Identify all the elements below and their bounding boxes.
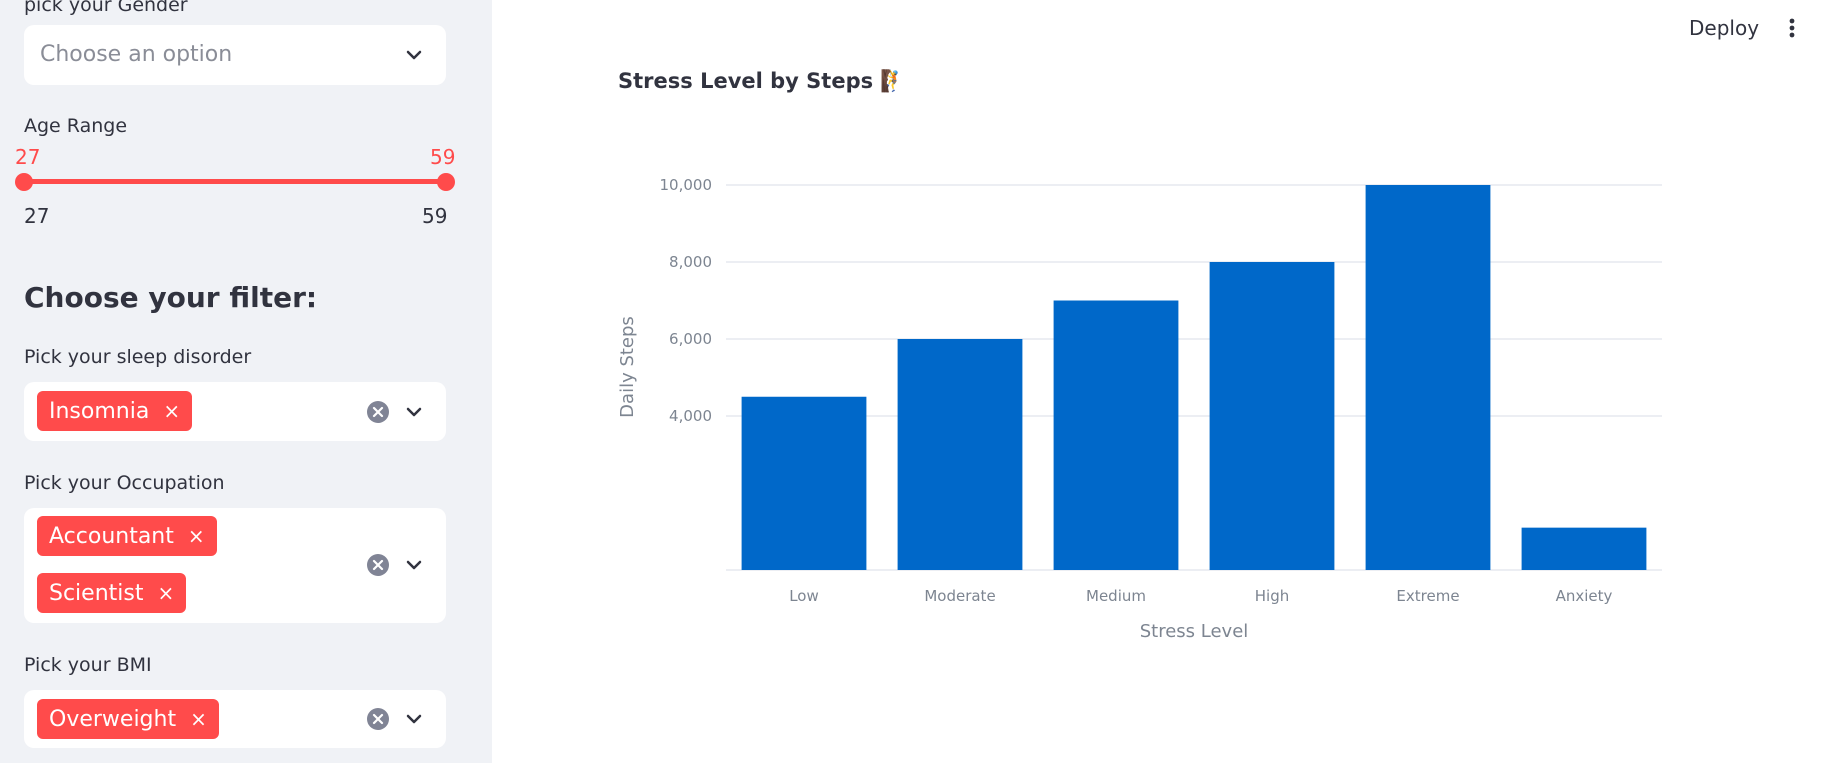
tag-remove-icon[interactable]: × xyxy=(157,581,175,605)
chart-title: Stress Level by Steps 🧗 xyxy=(618,69,907,93)
age-range-label: Age Range xyxy=(24,115,128,137)
tag-overweight[interactable]: Overweight × xyxy=(37,699,219,739)
sidebar: pick your Gender Choose an option Age Ra… xyxy=(0,0,492,763)
y-axis-title: Daily Steps xyxy=(617,316,638,418)
clear-icon[interactable] xyxy=(366,553,390,577)
gender-placeholder: Choose an option xyxy=(40,42,233,67)
clear-icon[interactable] xyxy=(366,707,390,731)
tag-label: Overweight xyxy=(49,706,177,732)
tag-accountant[interactable]: Accountant × xyxy=(37,516,217,556)
chevron-down-icon[interactable] xyxy=(404,555,424,575)
bar-extreme[interactable] xyxy=(1365,185,1491,570)
tag-label: Scientist xyxy=(49,580,144,606)
occupation-label: Pick your Occupation xyxy=(24,472,225,494)
y-tick-label: 4,000 xyxy=(669,407,712,425)
tag-remove-icon[interactable]: × xyxy=(187,524,205,548)
chevron-down-icon[interactable] xyxy=(404,45,424,65)
sleep-disorder-label: Pick your sleep disorder xyxy=(24,346,252,368)
tag-remove-icon[interactable]: × xyxy=(190,707,207,731)
x-tick-label: High xyxy=(1255,587,1289,605)
bar-medium[interactable] xyxy=(1053,300,1179,571)
gender-select[interactable]: Choose an option xyxy=(24,25,446,85)
age-slider-max-value: 59 xyxy=(430,145,456,169)
more-menu-icon[interactable] xyxy=(1780,16,1804,40)
tag-label: Insomnia xyxy=(49,398,150,424)
age-slider-min-thumb[interactable] xyxy=(15,173,33,191)
x-tick-label: Extreme xyxy=(1396,587,1459,605)
gender-label: pick your Gender xyxy=(24,0,188,16)
tag-scientist[interactable]: Scientist × xyxy=(37,573,187,613)
age-slider-track[interactable] xyxy=(24,179,446,184)
filter-heading: Choose your filter: xyxy=(24,281,318,314)
age-slider-min-value: 27 xyxy=(15,145,41,169)
y-tick-label: 8,000 xyxy=(669,253,712,271)
x-tick-label: Low xyxy=(789,587,819,605)
bar-low[interactable] xyxy=(741,396,867,570)
age-range-min-label: 27 xyxy=(24,204,50,228)
x-axis-title: Stress Level xyxy=(1140,621,1249,642)
deploy-button[interactable]: Deploy xyxy=(1689,16,1760,40)
bar-moderate[interactable] xyxy=(897,339,1023,570)
sleep-disorder-select[interactable]: Insomnia × xyxy=(24,382,446,441)
y-tick-label: 10,000 xyxy=(660,176,713,194)
clear-icon[interactable] xyxy=(366,400,390,424)
x-tick-label: Medium xyxy=(1086,587,1146,605)
chevron-down-icon[interactable] xyxy=(404,402,424,422)
age-slider-max-thumb[interactable] xyxy=(437,173,455,191)
bar-high[interactable] xyxy=(1209,262,1335,570)
x-tick-label: Moderate xyxy=(924,587,995,605)
age-range-max-label: 59 xyxy=(422,204,448,228)
bar-anxiety[interactable] xyxy=(1521,527,1647,570)
chart-labels: 4,000 6,000 8,000 10,000 Low Moderate Medium Hi… xyxy=(617,176,1613,642)
x-tick-label: Anxiety xyxy=(1556,587,1613,605)
bmi-label: Pick your BMI xyxy=(24,654,152,676)
tag-remove-icon[interactable]: × xyxy=(163,399,181,423)
chart-bars xyxy=(741,185,1647,571)
tag-label: Accountant xyxy=(49,523,174,549)
y-tick-label: 6,000 xyxy=(669,330,712,348)
bmi-select[interactable]: Overweight × xyxy=(24,690,446,748)
chart-grid xyxy=(726,184,1662,571)
occupation-select[interactable]: Accountant × Scientist × xyxy=(24,508,446,623)
chevron-down-icon[interactable] xyxy=(404,709,424,729)
tag-insomnia[interactable]: Insomnia × xyxy=(37,391,193,431)
